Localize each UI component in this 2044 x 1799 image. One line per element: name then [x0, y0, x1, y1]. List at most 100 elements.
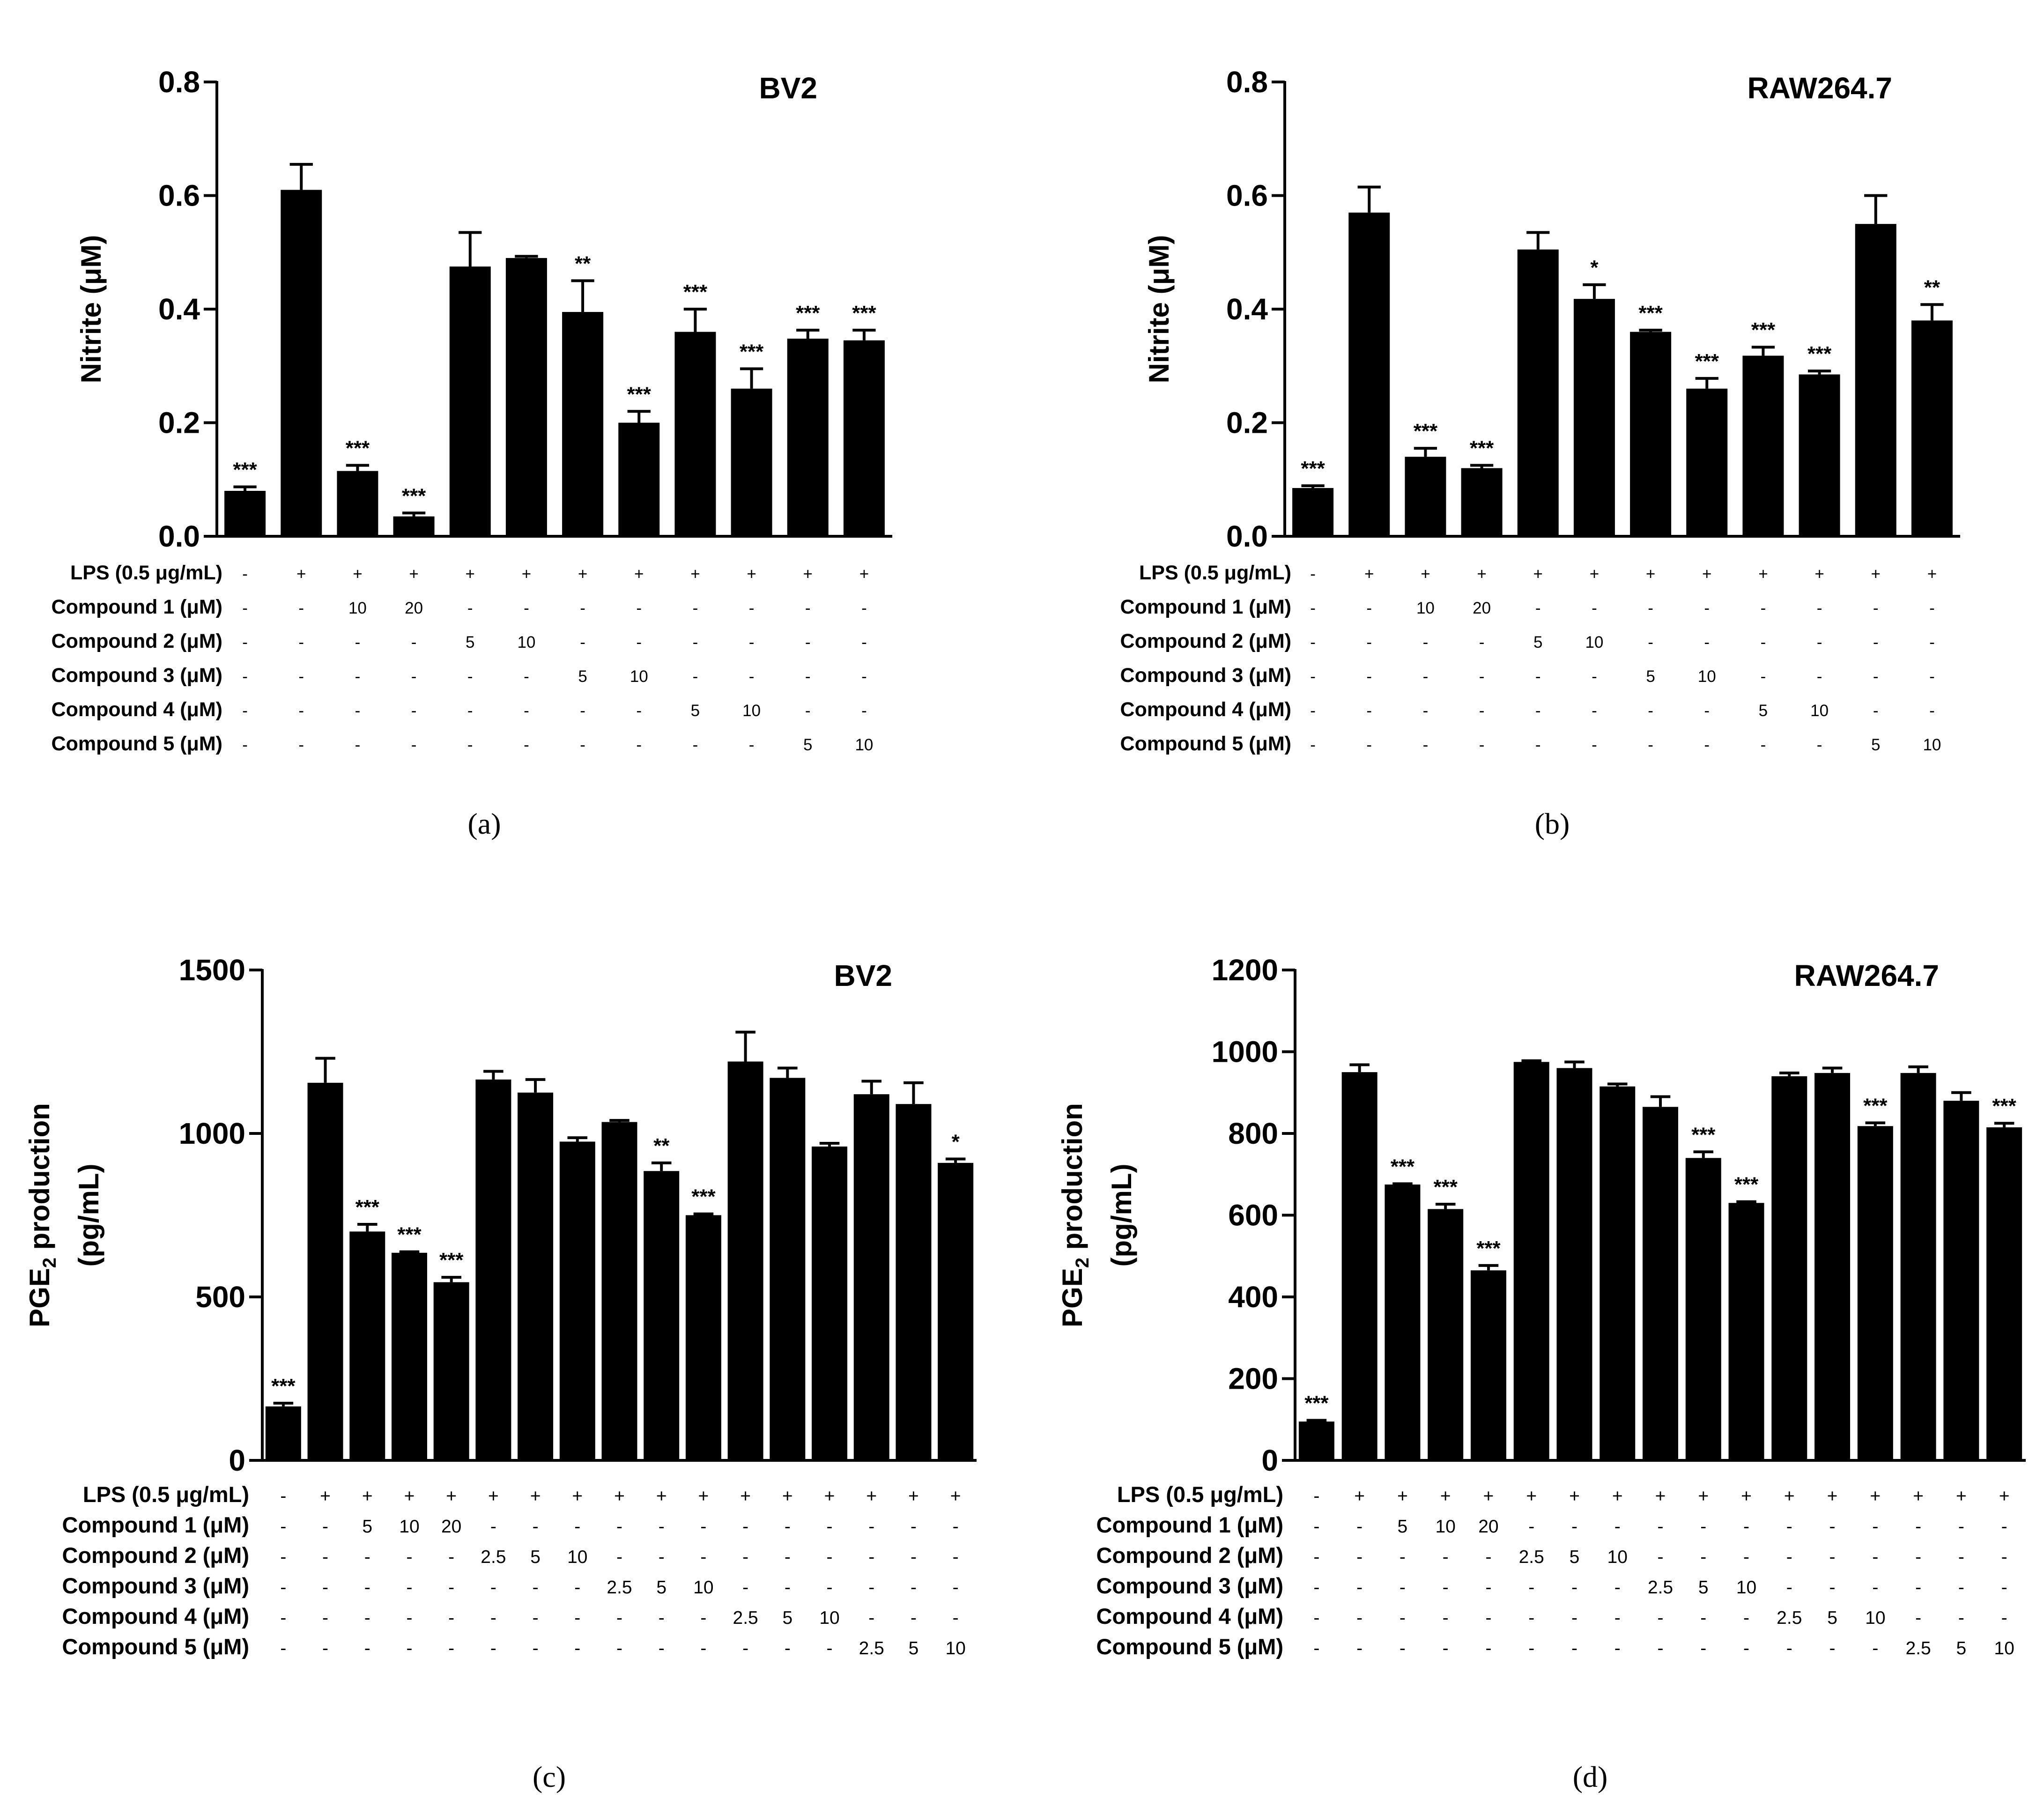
condition-cell: -	[448, 1608, 454, 1628]
condition-cell: 5	[1698, 1577, 1709, 1598]
condition-cell: -	[1313, 1486, 1319, 1506]
y-tick-label: 1500	[179, 953, 245, 987]
condition-cell: -	[1479, 633, 1485, 651]
condition-cell: -	[1310, 702, 1316, 720]
condition-cell: +	[578, 565, 587, 583]
panel-label: (d)	[1573, 1760, 1608, 1793]
bar	[1517, 249, 1559, 536]
bar	[1428, 1209, 1464, 1460]
condition-cell: 20	[441, 1517, 461, 1537]
condition-cell: -	[448, 1638, 454, 1658]
condition-cell: +	[1590, 565, 1599, 583]
condition-cell: -	[280, 1486, 286, 1506]
condition-cell: -	[1485, 1608, 1491, 1628]
condition-cell: -	[298, 599, 304, 617]
significance-mark: ***	[346, 437, 370, 459]
condition-cell: 2.5	[733, 1608, 758, 1628]
condition-row-label: Compound 1 (μM)	[62, 1512, 249, 1537]
condition-cell: -	[1366, 599, 1372, 617]
condition-row-label: LPS (0.5 μg/mL)	[1117, 1482, 1283, 1507]
condition-cell: -	[1313, 1547, 1319, 1567]
condition-cell: -	[298, 667, 304, 686]
condition-cell: -	[1614, 1517, 1621, 1537]
condition-cell: -	[742, 1517, 748, 1537]
significance-mark: ***	[1734, 1173, 1759, 1196]
condition-cell: +	[1827, 1486, 1838, 1506]
condition-cell: -	[1535, 599, 1541, 617]
y-tick-label: 0	[229, 1444, 245, 1477]
condition-cell: -	[1485, 1547, 1491, 1567]
panel-label: (b)	[1535, 807, 1570, 840]
condition-cell: -	[1873, 599, 1879, 617]
condition-cell: -	[1592, 736, 1597, 754]
condition-cell: -	[1400, 1638, 1406, 1658]
condition-cell: -	[1614, 1638, 1621, 1658]
condition-cell: -	[700, 1547, 706, 1567]
condition-row-label: Compound 4 (μM)	[1120, 698, 1291, 721]
bar	[393, 516, 435, 536]
condition-cell: -	[785, 1517, 791, 1537]
condition-cell: -	[1535, 702, 1541, 720]
condition-cell: +	[1927, 565, 1937, 583]
significance-mark: ***	[852, 302, 876, 325]
significance-mark: ***	[1638, 302, 1663, 325]
significance-mark: ***	[397, 1223, 422, 1246]
bar	[1470, 1270, 1506, 1460]
condition-cell: +	[1612, 1486, 1623, 1506]
condition-cell: -	[364, 1547, 370, 1567]
condition-cell: -	[1958, 1547, 1964, 1567]
condition-cell: -	[1761, 667, 1766, 686]
condition-cell: -	[1366, 702, 1372, 720]
condition-cell: -	[1423, 702, 1429, 720]
condition-cell: -	[742, 1577, 748, 1598]
bar	[518, 1092, 554, 1460]
condition-cell: 5	[1398, 1517, 1408, 1537]
significance-mark: ***	[402, 484, 426, 507]
condition-cell: +	[1364, 565, 1374, 583]
condition-cell: -	[1786, 1517, 1792, 1537]
condition-cell: -	[1700, 1517, 1706, 1537]
significance-mark: ***	[1691, 1123, 1716, 1146]
condition-cell: -	[1658, 1638, 1664, 1658]
condition-cell: +	[1814, 565, 1824, 583]
significance-mark: ***	[796, 302, 820, 325]
condition-cell: -	[805, 599, 811, 617]
condition-cell: +	[824, 1486, 835, 1506]
condition-row-label: Compound 3 (μM)	[52, 664, 222, 687]
significance-mark: ***	[1301, 457, 1325, 480]
chart-title: RAW264.7	[1794, 959, 1939, 992]
condition-cell: -	[827, 1638, 833, 1658]
y-tick-label: 1200	[1212, 953, 1278, 987]
condition-cell: -	[533, 1517, 539, 1537]
condition-cell: -	[1743, 1608, 1749, 1628]
condition-cell: -	[2001, 1517, 2007, 1537]
condition-cell: -	[242, 702, 248, 720]
y-axis-label-units: (pg/mL)	[1106, 1164, 1137, 1267]
condition-row-label: Compound 5 (μM)	[1096, 1634, 1283, 1659]
condition-cell: +	[1646, 565, 1655, 583]
y-tick-label: 800	[1228, 1117, 1278, 1150]
condition-cell: -	[1817, 736, 1822, 754]
condition-cell: -	[1929, 667, 1935, 686]
condition-cell: -	[805, 633, 811, 651]
condition-cell: 2.5	[1519, 1547, 1544, 1567]
condition-cell: -	[1648, 702, 1653, 720]
condition-cell: 20	[405, 599, 423, 617]
y-tick-label: 0.4	[1226, 292, 1268, 326]
condition-row-label: Compound 5 (μM)	[52, 733, 222, 755]
condition-cell: -	[2001, 1608, 2007, 1628]
condition-cell: -	[1313, 1638, 1319, 1658]
condition-cell: 5	[1827, 1608, 1837, 1628]
condition-cell: +	[1440, 1486, 1451, 1506]
bar	[1855, 224, 1896, 536]
bar	[265, 1406, 301, 1460]
bar	[1742, 355, 1784, 536]
significance-mark: ***	[1992, 1095, 2016, 1118]
condition-cell: +	[572, 1486, 583, 1506]
condition-cell: +	[1758, 565, 1768, 583]
condition-cell: -	[1313, 1577, 1319, 1598]
bar	[1298, 1421, 1334, 1460]
condition-cell: -	[1479, 667, 1485, 686]
condition-cell: 10	[630, 667, 648, 686]
condition-cell: -	[411, 633, 417, 651]
